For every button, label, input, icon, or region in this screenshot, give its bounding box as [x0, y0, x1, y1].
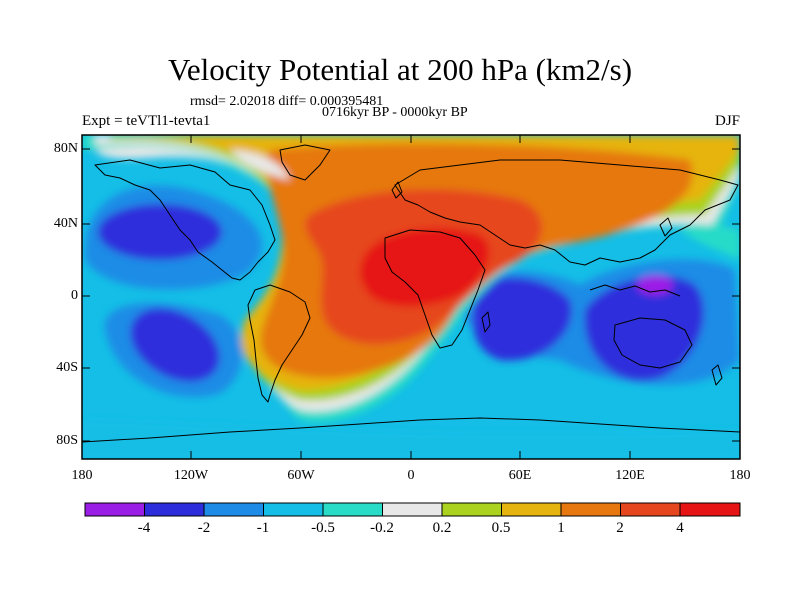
colorbar-box-2	[144, 502, 205, 517]
coast-greenland	[279, 144, 331, 181]
contour-field	[82, 135, 740, 459]
coastlines	[82, 144, 740, 443]
lon-label-120w: 120W	[173, 468, 209, 483]
lat-label-80s: 80S	[56, 433, 78, 448]
period-line: 0716kyr BP - 0000kyr BP	[322, 105, 468, 120]
colorbar-box-6	[382, 502, 443, 517]
coast-madagascar	[481, 311, 491, 333]
colorbar-label-8: 1	[557, 520, 565, 536]
colorbar-box-8	[501, 502, 562, 517]
colorbar-box-9	[560, 502, 621, 517]
coast-africa	[384, 229, 486, 349]
colorbar-label-1: -4	[137, 520, 151, 536]
colorbar-label-9: 2	[616, 520, 624, 536]
lon-label-60w: 60W	[287, 468, 315, 483]
lon-label-120e: 120E	[615, 468, 645, 483]
colorbar-box-5	[322, 502, 383, 517]
colorbar-label-4: -0.5	[311, 520, 335, 536]
field-southern-band	[82, 420, 740, 459]
colorbar-box-3	[203, 502, 264, 517]
colorbar-label-5: -0.2	[370, 520, 394, 536]
coast-north-america	[94, 159, 276, 281]
colorbar-label-10: 4	[676, 520, 684, 536]
lat-label-40s: 40S	[56, 360, 78, 375]
field-nw-pacific-band	[680, 226, 740, 260]
lon-label-180e: 180	[729, 468, 751, 483]
coast-japan	[659, 217, 673, 237]
colorbar-label-3: -1	[256, 520, 270, 536]
lat-label-40n: 40N	[53, 216, 78, 231]
field-npac-min	[98, 204, 222, 260]
axis-ticks	[81, 135, 741, 459]
colorbar-box-4	[263, 502, 324, 517]
coast-maritime	[589, 284, 681, 297]
coast-south-america	[247, 284, 311, 403]
field-arctic-near-neg	[95, 147, 250, 175]
colorbar-box-7	[441, 502, 502, 517]
field-australia-min	[584, 275, 704, 381]
coast-new-zealand	[711, 364, 723, 386]
coast-antarctica	[82, 417, 740, 443]
coast-uk	[391, 181, 403, 199]
colorbar-box-10	[620, 502, 681, 517]
colorbar-label-2: -2	[197, 520, 211, 536]
field-greenland-near-zero	[230, 150, 290, 180]
field-indian-min	[472, 277, 572, 361]
field-spac-min	[130, 308, 220, 382]
experiment-label: Expt = teVTl1-tevta1	[82, 113, 211, 129]
coast-australia	[613, 317, 693, 369]
colorbar-label-7: 0.5	[491, 520, 511, 536]
stats-line: rmsd= 2.02018 diff= 0.000395481	[190, 94, 384, 109]
colorbar-label-6: 0.2	[432, 520, 452, 536]
field-max	[360, 227, 490, 307]
season-label: DJF	[714, 113, 740, 129]
colorbar	[84, 502, 741, 517]
coast-eurasia	[394, 159, 739, 266]
field-wpac-peak	[637, 275, 673, 295]
colorbar-box-11	[679, 502, 741, 517]
lat-label-0: 0	[71, 288, 78, 303]
plot-title: Velocity Potential at 200 hPa (km2/s)	[167, 52, 633, 87]
colorbar-box-1	[84, 502, 145, 517]
lon-label-0: 0	[407, 468, 415, 483]
lon-label-180w: 180	[71, 468, 93, 483]
lon-label-60e: 60E	[508, 468, 532, 483]
lat-label-80n: 80N	[53, 141, 78, 156]
